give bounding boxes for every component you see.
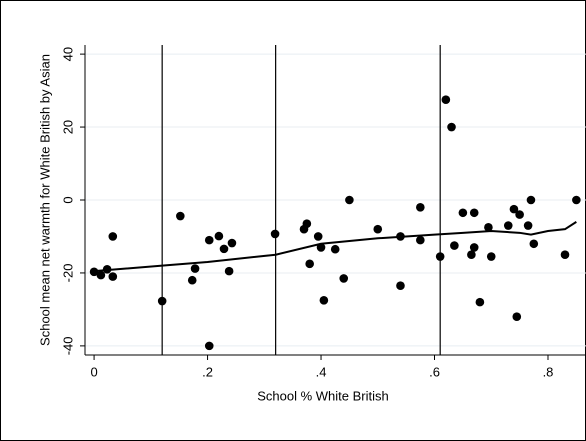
- y-tick-label: 40: [60, 47, 75, 61]
- point: [330, 244, 340, 254]
- point: [270, 229, 280, 239]
- point: [190, 264, 200, 273]
- point: [509, 204, 519, 214]
- point: [345, 195, 354, 205]
- point: [503, 221, 513, 230]
- point: [416, 235, 425, 245]
- point: [214, 231, 224, 241]
- point: [96, 270, 106, 280]
- point: [572, 195, 581, 205]
- x-axis-title: School % White British: [257, 388, 389, 403]
- point: [108, 232, 118, 241]
- point: [204, 341, 214, 351]
- point: [515, 210, 524, 219]
- point: [526, 195, 536, 205]
- x-tick-label: 0: [90, 364, 97, 379]
- y-tick-label: -20: [60, 264, 75, 283]
- point: [486, 252, 496, 261]
- point: [484, 223, 493, 232]
- y-axis-title: School mean net warmth for White British…: [37, 54, 52, 346]
- y-tick-label: 20: [60, 120, 75, 134]
- point: [475, 297, 485, 307]
- point: [305, 259, 314, 269]
- point: [339, 274, 349, 283]
- point: [441, 95, 451, 105]
- point: [512, 312, 522, 322]
- point: [469, 208, 479, 218]
- point: [467, 250, 476, 260]
- point: [89, 267, 99, 277]
- point: [313, 232, 323, 241]
- point: [187, 275, 197, 285]
- point: [224, 266, 234, 276]
- point: [157, 296, 167, 306]
- x-tick-label: .2: [202, 364, 213, 379]
- point: [227, 238, 237, 248]
- smooth-line: [93, 221, 577, 273]
- point: [373, 224, 383, 234]
- point: [435, 252, 445, 261]
- point: [219, 244, 229, 254]
- point: [302, 219, 312, 229]
- point: [450, 241, 459, 250]
- point: [458, 208, 468, 218]
- point: [529, 239, 539, 249]
- point: [560, 250, 570, 260]
- point: [523, 221, 533, 230]
- point: [108, 272, 118, 281]
- point: [396, 281, 405, 291]
- x-tick-label: .6: [429, 364, 440, 379]
- point: [469, 243, 479, 252]
- x-tick-label: .8: [543, 364, 554, 379]
- y-tick-label: -40: [60, 336, 75, 355]
- point: [416, 202, 425, 212]
- x-tick-label: .4: [316, 364, 327, 379]
- point: [204, 235, 214, 245]
- point: [319, 295, 329, 305]
- point: [176, 211, 185, 221]
- point: [447, 122, 456, 132]
- y-tick-label: 0: [60, 196, 75, 203]
